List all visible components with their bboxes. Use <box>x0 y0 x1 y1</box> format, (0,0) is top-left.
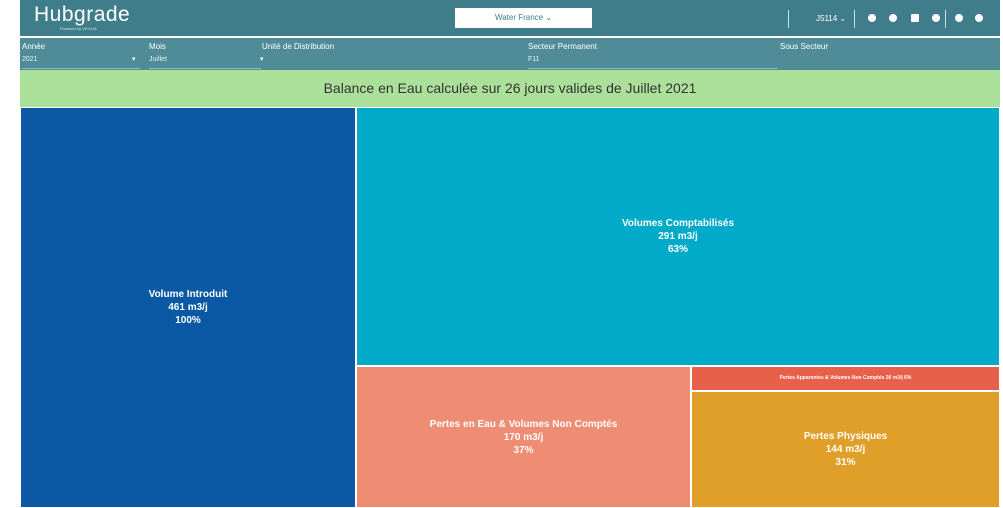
filter-value[interactable]: F11 <box>528 56 540 63</box>
filter-bar: Année 2021 Mois Juillet Unité de Distributio… <box>20 36 1000 70</box>
treemap-tile[interactable]: Pertes Physiques 144 m3/j 31% <box>691 391 1000 508</box>
filter-underline <box>22 68 140 69</box>
separator <box>788 10 789 28</box>
filter-label: Sous Secteur <box>780 42 829 51</box>
filter-value[interactable]: Juillet <box>149 56 167 63</box>
icon-location[interactable] <box>868 14 876 22</box>
logo-sub: Powered by VEOLIA <box>60 26 97 31</box>
filter-value[interactable]: 2021 <box>22 56 38 63</box>
treemap-tile[interactable]: Pertes en Eau & Volumes Non Comptés 170 m… <box>356 366 691 508</box>
icon-settings[interactable] <box>932 14 940 22</box>
filter-underline <box>149 68 261 69</box>
user-name: J5114 <box>816 14 838 23</box>
filter-label: Unité de Distribution <box>262 42 335 51</box>
top-bar: Hubgrade Powered by VEOLIA Water France … <box>20 0 1000 36</box>
filter-label: Secteur Permanent <box>528 42 597 51</box>
treemap-tile[interactable]: Volume Introduit 461 m3/j 100% <box>20 107 356 508</box>
tile-title: Volumes Comptabilisés <box>621 218 735 229</box>
filter-underline <box>528 68 778 69</box>
tile-volume: 461 m3/j <box>168 302 208 313</box>
dropdown-arrow[interactable]: ▾ <box>132 56 136 63</box>
site-selector[interactable]: Water France ⌄ <box>455 8 592 28</box>
banner: Balance en Eau calculée sur 26 jours val… <box>20 70 1000 107</box>
icon-language[interactable] <box>955 14 963 22</box>
tile-title: Pertes en Eau & Volumes Non Comptés <box>429 418 618 430</box>
user-menu[interactable]: J5114 ⌄ <box>816 14 847 23</box>
filter-label: Mois <box>149 42 166 51</box>
tile-share: 63% <box>667 244 688 255</box>
treemap-tile[interactable]: Pertes Apparentes & Volumes Non Comptés … <box>691 366 1000 391</box>
tile-title: Pertes Apparentes & Volumes Non Comptés … <box>779 375 912 381</box>
filter-label: Année <box>22 42 46 51</box>
tile-title: Pertes Physiques <box>803 431 888 442</box>
tile-share: 100% <box>175 315 201 326</box>
tile-volume: 170 m3/j <box>503 431 544 443</box>
treemap-tile[interactable]: Volumes Comptabilisés 291 m3/j 63% <box>356 107 1000 366</box>
tile-share: 37% <box>513 444 534 456</box>
icon-dashboard[interactable] <box>889 14 897 22</box>
tile-title: Volume Introduit <box>148 289 228 300</box>
separator <box>854 10 855 28</box>
separator <box>945 10 946 28</box>
tile-share: 31% <box>835 457 856 468</box>
logo[interactable]: Hubgrade <box>34 3 131 26</box>
icon-user[interactable] <box>975 14 983 22</box>
tile-volume: 144 m3/j <box>825 444 866 455</box>
icon-network[interactable] <box>911 14 919 22</box>
site-selector-text: Water France <box>494 13 544 22</box>
tile-volume: 291 m3/j <box>658 231 698 242</box>
dropdown-arrow[interactable]: ▾ <box>260 56 264 63</box>
